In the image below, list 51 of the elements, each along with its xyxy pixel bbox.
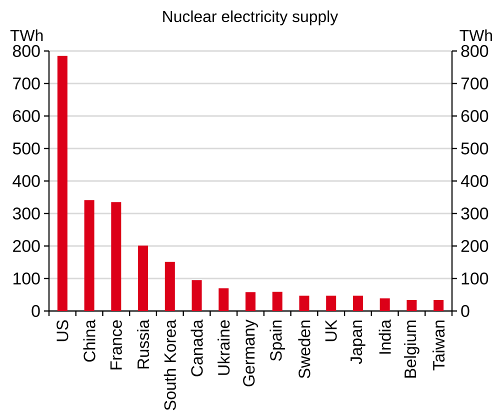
y-axis-title: TWh <box>10 29 43 41</box>
x-tick-label: US <box>56 320 68 342</box>
y-tick-label: 400 <box>12 175 40 187</box>
bar <box>434 300 444 311</box>
bar <box>406 300 417 311</box>
x-tick-label: France <box>110 320 122 370</box>
bar <box>326 296 336 311</box>
y-tick-label: 500 <box>12 142 40 154</box>
bar <box>246 292 256 311</box>
x-tick-label: Canada <box>190 320 203 376</box>
x-tick-label: Belgium <box>404 320 420 378</box>
bar <box>380 298 390 311</box>
bar <box>272 292 282 311</box>
x-tick-label: Russia <box>137 320 150 368</box>
x-tick-label: Ukraine <box>218 320 230 375</box>
x-tick-label: Taiwan <box>432 320 445 370</box>
y-tick-label: 600 <box>13 110 40 122</box>
x-tick-label: India <box>378 320 391 354</box>
y-tick-label: 800 <box>12 45 40 57</box>
bar <box>192 280 202 311</box>
y-tick-label: 200 <box>13 240 40 252</box>
x-tick-label: Spain <box>270 320 286 361</box>
bar <box>84 200 94 311</box>
y2-tick-label: 400 <box>460 175 488 187</box>
y2-tick-label: 0 <box>461 305 470 317</box>
y2-tick-label: 700 <box>461 78 488 90</box>
x-tick-label: Sweden <box>298 320 310 378</box>
bar <box>164 262 175 311</box>
x-tick-label: China <box>83 320 96 362</box>
bar <box>111 202 122 311</box>
y2-tick-label: 800 <box>461 45 488 57</box>
bar <box>352 296 363 311</box>
y2-tick-label: 500 <box>461 142 488 154</box>
y-tick-label: 0 <box>32 305 40 317</box>
y2-tick-label: 100 <box>462 272 488 284</box>
y-tick-label: 300 <box>12 208 40 220</box>
bar <box>57 56 68 311</box>
y-tick-label: 700 <box>13 78 40 90</box>
x-tick-label: Germany <box>243 320 258 386</box>
bar <box>299 296 310 311</box>
bar <box>218 288 229 311</box>
x-tick-label: South Korea <box>164 320 176 410</box>
y2-axis-title: TWh <box>460 29 492 41</box>
chart-title: Nuclear electricity supply <box>163 10 338 26</box>
y2-tick-label: 600 <box>461 110 488 122</box>
y2-tick-label: 300 <box>461 208 488 220</box>
x-tick-label: Japan <box>350 320 366 364</box>
x-tick-label: UK <box>325 320 337 342</box>
y2-tick-label: 200 <box>461 240 488 252</box>
y-tick-label: 100 <box>14 272 40 284</box>
bar <box>138 246 148 311</box>
